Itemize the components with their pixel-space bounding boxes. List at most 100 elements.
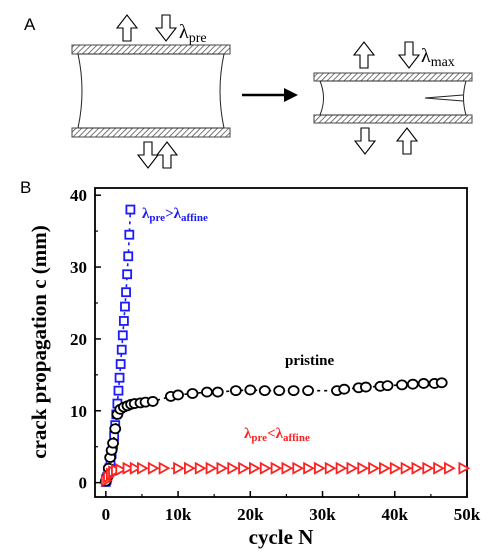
data-point xyxy=(115,359,126,369)
data-point xyxy=(124,229,135,240)
crack-notch xyxy=(424,94,464,102)
data-point xyxy=(123,251,134,262)
data-point xyxy=(113,385,124,396)
data-point xyxy=(186,388,199,399)
y-tick-label: 30 xyxy=(70,258,87,277)
x-tick-label: 50k xyxy=(454,505,481,524)
data-point xyxy=(400,461,413,475)
data-point xyxy=(109,423,122,435)
plot-frame xyxy=(94,187,468,498)
data-point xyxy=(107,437,119,449)
data-point xyxy=(270,461,283,475)
data-point xyxy=(381,380,394,392)
series-line xyxy=(105,209,132,483)
data-point xyxy=(302,385,314,397)
data-point xyxy=(259,461,272,475)
data-point xyxy=(411,461,424,475)
data-point xyxy=(121,287,131,298)
data-point xyxy=(406,378,419,390)
data-point xyxy=(359,381,372,393)
data-point xyxy=(249,461,261,475)
lambda-pre-label: λpre xyxy=(179,21,207,46)
x-axis-label: cycle N xyxy=(249,525,314,549)
data-point xyxy=(357,461,370,475)
data-point xyxy=(281,461,294,475)
data-point xyxy=(422,461,435,475)
top-grip-right xyxy=(313,72,473,82)
series-1 xyxy=(99,377,448,487)
panel-b: B 0 10k 20k 30k 40k 50k 0 10 20 30 40 cycle N cra… xyxy=(20,178,481,549)
data-point xyxy=(147,461,160,475)
data-point xyxy=(117,330,128,341)
panel-a: A λpre xyxy=(24,14,473,169)
data-point xyxy=(458,461,471,475)
data-point xyxy=(227,461,240,475)
bottom-grip-left xyxy=(71,127,231,138)
data-point xyxy=(129,461,142,475)
data-point xyxy=(273,385,286,397)
data-point xyxy=(444,461,456,475)
data-point xyxy=(292,461,305,475)
data-point xyxy=(184,461,196,475)
down-arrow-icon xyxy=(154,14,178,42)
data-point xyxy=(205,461,218,475)
data-point xyxy=(116,344,127,355)
data-point xyxy=(433,461,445,475)
specimen-prestretched: λpre xyxy=(71,14,231,169)
data-point xyxy=(346,461,359,475)
data-point xyxy=(379,461,391,475)
series-label-pre-less: λpre<λaffine xyxy=(244,426,310,444)
y-tick-label: 40 xyxy=(70,186,87,205)
data-point xyxy=(146,396,159,407)
panel-a-label: A xyxy=(24,15,36,34)
up-arrow-icon xyxy=(155,141,179,169)
data-point xyxy=(324,461,337,475)
y-tick-label: 10 xyxy=(70,402,87,421)
down-arrow-icon xyxy=(353,127,377,155)
data-point xyxy=(314,461,326,475)
down-arrow-icon xyxy=(136,141,160,169)
data-point xyxy=(158,461,171,475)
top-grip-left xyxy=(71,44,231,55)
data-point xyxy=(118,316,129,326)
data-point xyxy=(122,269,133,280)
bottom-grip-right xyxy=(313,114,473,124)
data-point xyxy=(417,378,430,389)
data-point xyxy=(120,301,130,312)
data-point xyxy=(125,204,136,215)
x-tick-label: 30k xyxy=(309,505,336,524)
x-tick-label: 20k xyxy=(237,505,264,524)
x-tick-label: 0 xyxy=(102,505,111,524)
y-axis-label: crack propagation c (mm) xyxy=(27,225,51,459)
down-arrow-icon xyxy=(397,41,421,69)
data-point xyxy=(258,385,271,397)
left-edge-curve xyxy=(77,53,83,129)
data-point xyxy=(238,461,250,475)
data-point xyxy=(122,461,135,475)
x-tick-label: 10k xyxy=(165,505,192,524)
series-line xyxy=(105,381,442,482)
specimen-notched: λmax xyxy=(313,41,473,155)
series-2 xyxy=(100,461,471,488)
series-label-pre-greater: λpre>λaffine xyxy=(142,206,208,224)
up-arrow-icon xyxy=(115,14,139,42)
data-point xyxy=(368,461,380,475)
data-point xyxy=(216,461,229,475)
data-point xyxy=(335,461,348,475)
data-point xyxy=(244,384,257,396)
data-point xyxy=(211,386,224,398)
data-point xyxy=(114,372,125,383)
data-point xyxy=(303,461,315,475)
y-axis: 0 10 20 30 40 xyxy=(70,186,101,493)
data-point xyxy=(194,461,207,475)
x-axis: 0 10k 20k 30k 40k 50k xyxy=(102,491,481,524)
y-tick-label: 0 xyxy=(79,474,88,493)
y-tick-label: 20 xyxy=(70,330,87,349)
panel-b-label: B xyxy=(20,178,31,197)
data-point xyxy=(338,383,351,395)
data-point xyxy=(137,461,149,475)
data-point xyxy=(172,389,184,401)
lambda-max-label: λmax xyxy=(421,45,455,70)
transition-arrow-icon xyxy=(242,88,298,102)
